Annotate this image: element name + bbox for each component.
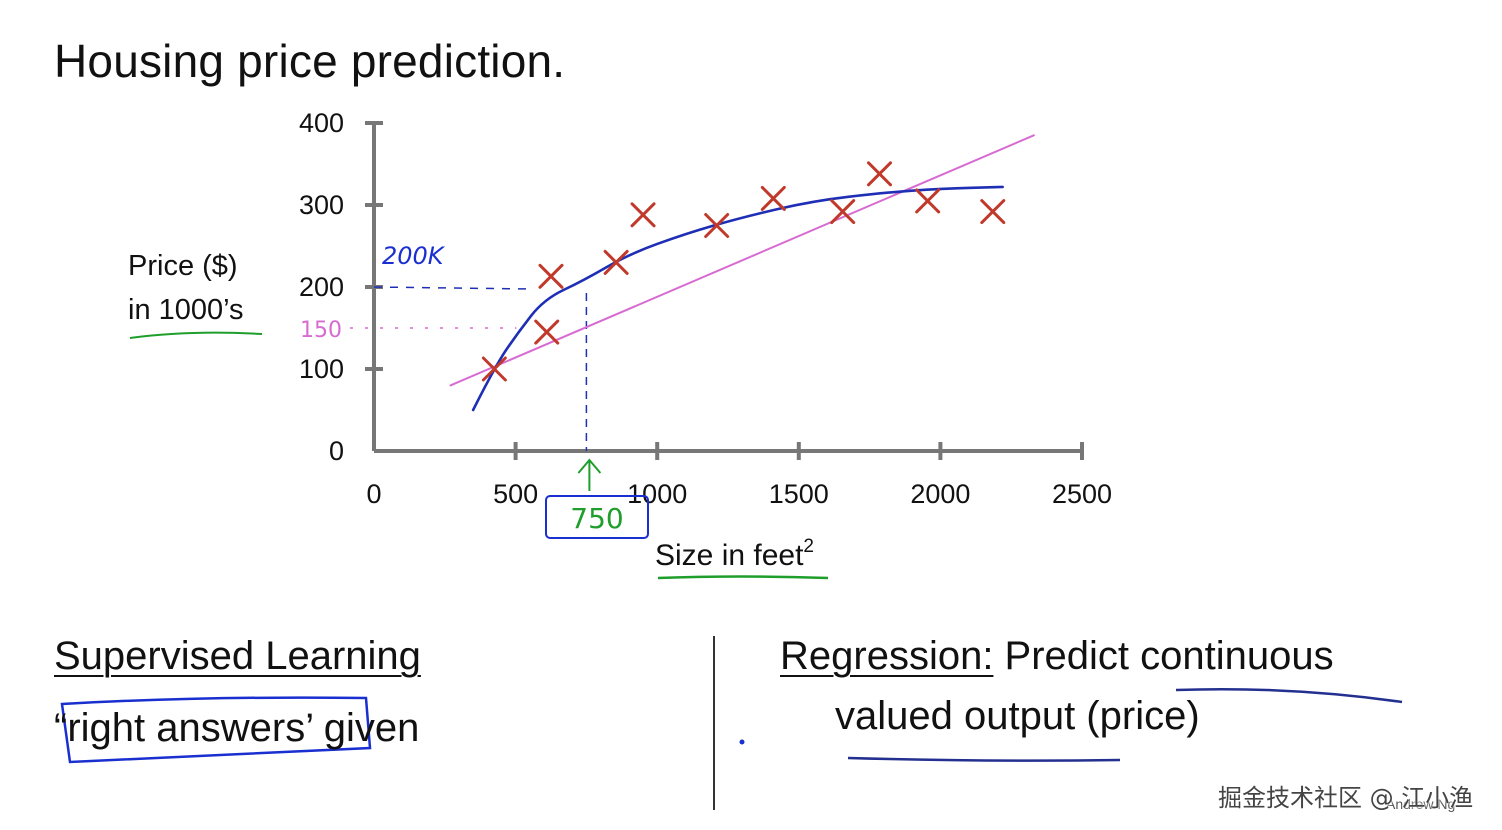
- right-answers-boxed: right answers’: [67, 706, 313, 750]
- regression-heading: Regression:: [780, 634, 994, 678]
- annotation-200k: 200K: [382, 242, 446, 270]
- right-answers-box: [60, 696, 372, 764]
- continuous-underline: [1175, 687, 1403, 704]
- y-axis-label: Price ($) in 1000’s: [128, 244, 244, 332]
- data-point: [867, 161, 893, 187]
- data-point: [538, 263, 564, 289]
- xlabel-underline: [657, 575, 829, 580]
- data-point-stroke: [867, 161, 893, 187]
- data-point: [603, 249, 629, 275]
- data-point-stroke: [603, 249, 629, 275]
- data-point: [481, 356, 507, 382]
- regression-line1: Regression: Predict continuous: [780, 634, 1334, 679]
- x-tick-label: 500: [493, 479, 538, 509]
- data-point: [980, 199, 1006, 225]
- chart-points: [481, 161, 1006, 382]
- supervised-learning-heading: Supervised Learning: [54, 634, 421, 678]
- x-tick-label: 1000: [627, 479, 687, 509]
- regression-description: Predict continuous: [993, 634, 1334, 678]
- data-point: [760, 185, 786, 211]
- column-divider: [713, 636, 715, 810]
- data-point-stroke: [538, 263, 564, 289]
- data-point-stroke: [915, 188, 941, 214]
- query-arrow-head: [577, 458, 602, 474]
- y-tick-label: 300: [299, 190, 344, 220]
- ink-dot: [739, 739, 745, 745]
- x-axis-label-superscript: 2: [803, 536, 814, 557]
- x-tick-label: 1500: [769, 479, 829, 509]
- x-tick-label: 0: [366, 479, 381, 509]
- data-point-stroke: [630, 202, 656, 228]
- x-axis-label-text: Size in feet: [655, 539, 804, 572]
- chart-ticks: 0 500 1000 1500 2000 2500 0 100 200 300 400: [299, 108, 1112, 509]
- query-750-box: [545, 495, 649, 539]
- y-tick-label: 400: [299, 108, 344, 138]
- data-point: [534, 319, 560, 345]
- x-axis-label: Size in feet2: [655, 536, 814, 572]
- y-axis-label-line1: Price ($): [128, 250, 238, 282]
- linear-fit-line: [449, 134, 1035, 387]
- x-tick-label: 2500: [1052, 479, 1112, 509]
- guide-200k-horizontal: [373, 286, 532, 290]
- annotation-150: 150: [300, 318, 342, 343]
- quote-mark: “: [54, 706, 68, 750]
- data-point-stroke: [534, 319, 560, 345]
- valued-output-underline: [847, 756, 1121, 762]
- data-point-stroke: [980, 199, 1006, 225]
- y-tick-label: 100: [299, 354, 344, 384]
- chart-annotations: 200K 150 750: [60, 242, 1403, 764]
- given-text: given: [312, 706, 420, 750]
- quadratic-fit-curve: [471, 185, 1004, 412]
- ylabel-underline: [129, 331, 263, 339]
- slide-title: Housing price prediction.: [54, 35, 566, 87]
- y-tick-label: 0: [329, 436, 344, 466]
- data-point: [704, 213, 730, 238]
- y-tick-label: 200: [299, 272, 344, 302]
- watermark: 掘金技术社区 @ 江小渔: [1218, 784, 1474, 812]
- author-credit: Andrew Ng: [1386, 796, 1456, 812]
- data-point-stroke: [481, 356, 507, 382]
- data-point: [830, 199, 856, 225]
- chart-axes: [372, 123, 1082, 453]
- right-answers-note: “right answers’ given: [54, 706, 419, 751]
- data-point: [915, 188, 941, 214]
- chart-fits: [449, 134, 1035, 412]
- data-point-stroke: [830, 199, 856, 225]
- chart-guides: [350, 286, 588, 451]
- regression-line2: valued output (price): [835, 694, 1200, 738]
- x-tick-label: 2000: [910, 479, 970, 509]
- data-point-stroke: [760, 185, 786, 211]
- annotation-750: 750: [570, 502, 623, 535]
- data-point: [630, 202, 656, 228]
- y-axis-label-line2: in 1000’s: [128, 294, 244, 326]
- data-point-stroke: [704, 213, 730, 238]
